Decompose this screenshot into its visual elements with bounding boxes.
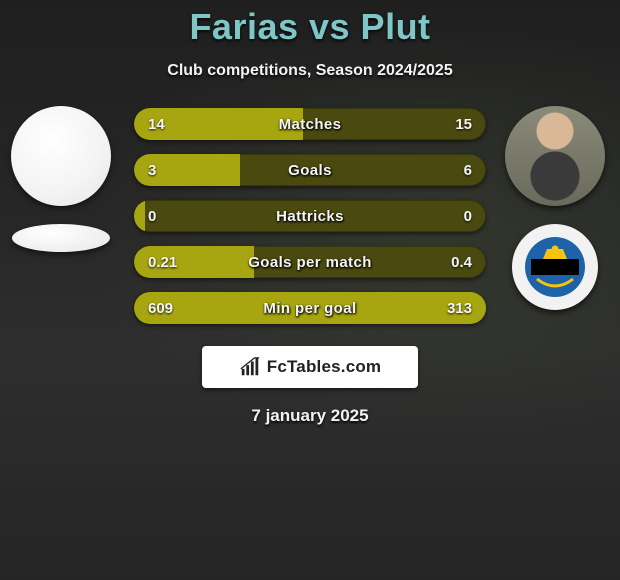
stat-row: 3Goals6: [134, 154, 486, 186]
date-text: 7 january 2025: [251, 406, 368, 426]
stat-right-value: 0: [450, 200, 486, 232]
watermark-text: FcTables.com: [267, 357, 382, 377]
stat-bars: 14Matches15 3Goals6 0Hattricks0 0.21Goals p…: [134, 108, 486, 324]
stat-row: 14Matches15: [134, 108, 486, 140]
stat-right-value: 15: [441, 108, 486, 140]
club-crest-icon: [523, 235, 587, 299]
stat-right-value: 6: [450, 154, 486, 186]
stat-label: Hattricks: [134, 200, 486, 232]
left-player-column: [6, 106, 116, 252]
watermark-badge: FcTables.com: [202, 346, 418, 388]
subtitle: Club competitions, Season 2024/2025: [167, 62, 452, 80]
comparison-section: 14Matches15 3Goals6 0Hattricks0 0.21Goals p…: [0, 108, 620, 324]
stat-label: Goals per match: [134, 246, 486, 278]
player-right-avatar: [505, 106, 605, 206]
page-title: Farias vs Plut: [189, 6, 430, 48]
stat-row: 609Min per goal313: [134, 292, 486, 324]
player-left-club-badge: [12, 224, 110, 252]
stat-right-value: 0.4: [437, 246, 486, 278]
content-root: Farias vs Plut Club competitions, Season…: [0, 0, 620, 426]
stat-row: 0.21Goals per match0.4: [134, 246, 486, 278]
stat-row: 0Hattricks0: [134, 200, 486, 232]
player-right-club-badge: [512, 224, 598, 310]
bar-chart-icon: [239, 356, 261, 378]
stat-right-value: 313: [433, 292, 486, 324]
player-left-avatar: [11, 106, 111, 206]
right-player-column: [500, 106, 610, 310]
stat-label: Goals: [134, 154, 486, 186]
stat-label: Matches: [134, 108, 486, 140]
